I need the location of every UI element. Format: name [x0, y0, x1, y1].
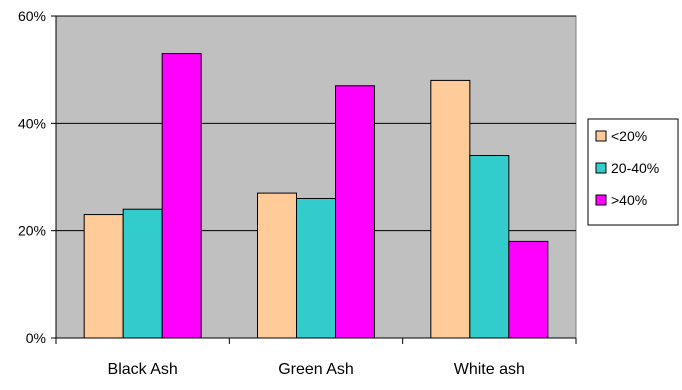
bar	[430, 79, 471, 339]
bar	[83, 214, 124, 339]
legend-swatch	[595, 130, 607, 142]
y-tick-label: 40%	[18, 115, 46, 131]
legend-swatch	[595, 162, 607, 174]
bar	[469, 155, 510, 339]
axes: 0% 20% 40% 60% Black Ash Green Ash White ash	[18, 8, 577, 378]
y-tick-label: 0%	[26, 330, 46, 346]
x-category-label: White ash	[454, 361, 525, 378]
y-tick-label: 60%	[18, 8, 46, 24]
legend: <20% 20-40% >40%	[587, 118, 679, 226]
bars	[83, 53, 549, 339]
legend-label: >40%	[611, 192, 647, 208]
legend-swatch	[595, 194, 607, 206]
legend-label: 20-40%	[611, 160, 659, 176]
bar	[122, 208, 163, 339]
bar	[257, 192, 297, 339]
x-category-label: Black Ash	[108, 361, 178, 378]
legend-label: <20%	[611, 128, 647, 144]
x-category-label: Green Ash	[278, 361, 354, 378]
bar	[508, 240, 549, 339]
bar	[335, 85, 375, 339]
bar	[296, 197, 336, 339]
bar	[161, 53, 202, 339]
y-tick-label: 20%	[18, 223, 46, 239]
